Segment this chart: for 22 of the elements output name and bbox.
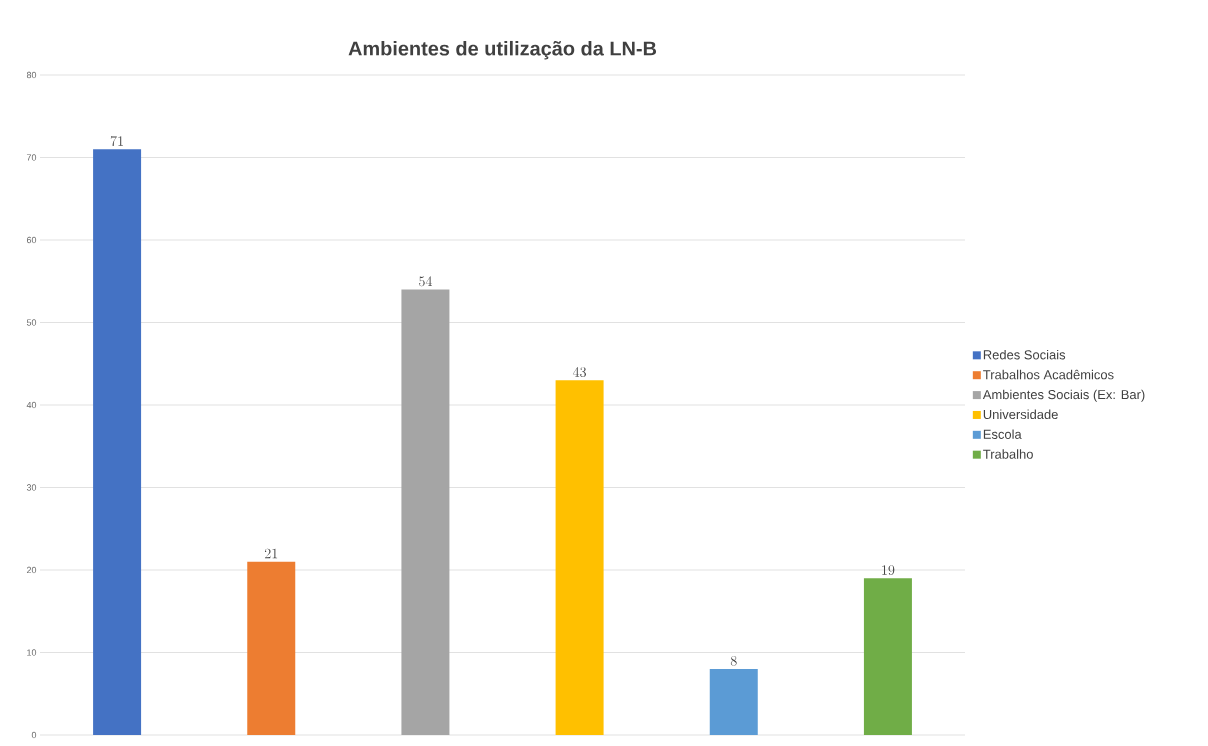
legend-label: Escola (983, 429, 1022, 439)
legend-label: Universidade (983, 409, 1058, 420)
chart-title: Ambientes de utilização da LN-B (348, 40, 657, 60)
y-tick-label: 20 (26, 566, 37, 574)
data-label: 71 (110, 136, 123, 147)
data-label: 54 (419, 276, 433, 287)
y-tick-label: 70 (26, 154, 37, 161)
y-tick-label: 60 (26, 236, 37, 244)
y-tick-label: 50 (26, 319, 37, 326)
y-tick-label: 0 (31, 731, 37, 739)
data-label: 21 (264, 548, 278, 559)
data-label: 8 (730, 655, 737, 666)
legend-label: Redes Sociais (983, 349, 1066, 360)
data-label: 19 (882, 565, 895, 576)
data-label: 43 (572, 367, 586, 378)
y-tick-label: 40 (26, 401, 37, 409)
y-tick-label: 30 (26, 484, 37, 491)
legend-label: Trabalhos Acadêmicos (983, 369, 1114, 380)
y-tick-label: 80 (26, 71, 37, 79)
y-tick-label: 10 (27, 649, 37, 656)
legend-label: Ambientes Sociais (Ex: Bar) (982, 389, 1145, 402)
legend-label: Trabalho (983, 449, 1033, 459)
